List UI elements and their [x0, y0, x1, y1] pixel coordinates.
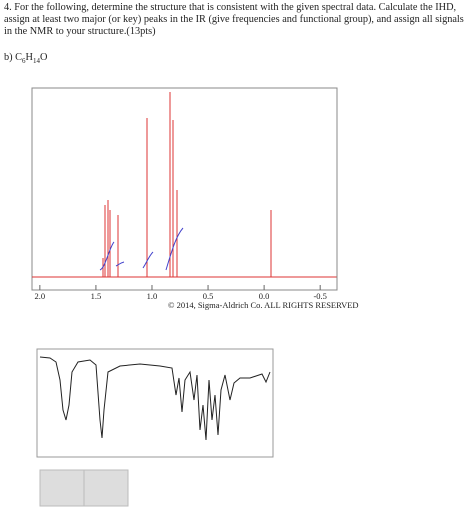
ir-frame [36, 348, 274, 458]
x-tick-label: -0.5 [313, 291, 326, 301]
nmr-integrals [99, 227, 184, 271]
part-label: b) C6H14O [4, 52, 47, 65]
copyright: © 2014, Sigma-Aldrich Co. ALL RIGHTS RES… [168, 300, 359, 310]
o-symbol: O [39, 52, 48, 63]
question-text: 4. For the following, determine the stru… [4, 2, 464, 37]
h-symbol: H [25, 52, 33, 63]
c-count: 6 [22, 57, 26, 66]
x-tick-label: 1.0 [147, 291, 158, 301]
nmr-frame [31, 87, 338, 291]
nmr-peaks [102, 92, 272, 277]
x-tick-label: 1.5 [91, 291, 102, 301]
ir-peak-table [39, 469, 129, 507]
x-tick-label: 0.5 [203, 291, 214, 301]
x-tick-label: 2.0 [35, 291, 46, 301]
x-tick-label: 0.0 [259, 291, 270, 301]
part-prefix: b) C [4, 52, 23, 63]
ir-trace [39, 356, 271, 441]
h-count: 14 [32, 57, 40, 66]
